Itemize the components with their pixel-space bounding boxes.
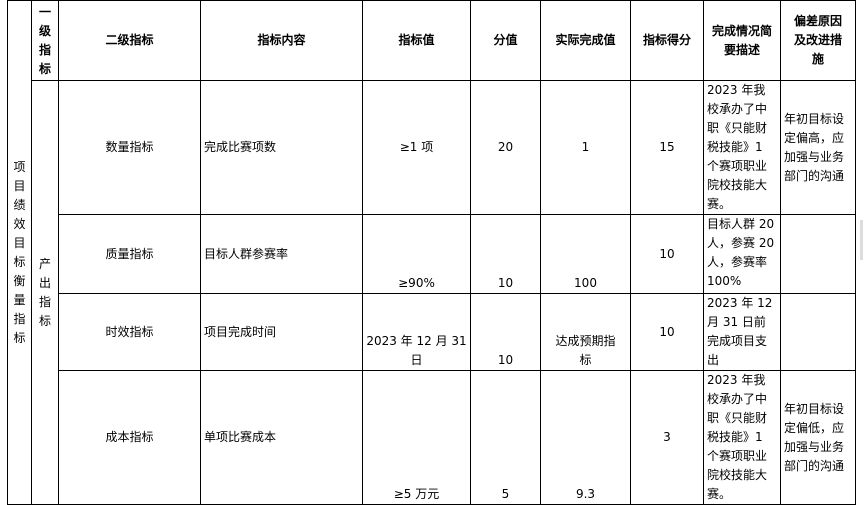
score-cell: 20 [470,80,541,215]
header-level2: 二级指标 [58,0,201,81]
actual-cell: 9.3 [540,370,631,505]
content-cell: 目标人群参赛率 [200,214,363,294]
level2-cell: 质量指标 [58,214,201,294]
summary-cell: 2023 年我校承办了中职《只能财税技能》1 个赛项职业院校技能大赛。 [703,80,781,215]
actual-cell: 100 [540,214,631,294]
target-cell: 2023 年 12 月 31 日 [362,293,471,371]
scrollbar[interactable] [860,220,863,260]
header-level1: 一级指标 [31,0,59,81]
level2-cell: 数量指标 [58,80,201,215]
table-row: 成本指标 单项比赛成本 ≥5 万元 5 9.3 3 2023 年我校承办了中职《… [8,370,856,505]
score-cell: 5 [470,370,541,505]
level2-cell: 时效指标 [58,293,201,371]
content-cell: 完成比赛项数 [200,80,363,215]
summary-cell: 2023 年 12 月 31 日前完成项目支出 [703,293,781,371]
header-actual: 实际完成值 [540,0,631,81]
points-cell: 10 [630,214,704,294]
points-cell: 3 [630,370,704,505]
deviation-cell [780,214,856,294]
header-content: 指标内容 [200,0,363,81]
content-cell: 项目完成时间 [200,293,363,371]
deviation-cell [780,293,856,371]
summary-cell: 目标人群 20 人，参赛 20 人，参赛率 100% [703,214,781,294]
table-row: 产出指标 数量指标 完成比赛项数 ≥1 项 20 1 15 2023 年我校承办… [8,80,856,505]
header-row: 项目绩效目标衡量指标 一级指标 二级指标 指标内容 指标值 分值 实际完成值 指… [7,0,856,505]
target-cell: ≥90% [362,214,471,294]
level1-cell: 产出指标 [31,80,59,505]
project-label: 项目绩效目标衡量指标 [13,159,26,345]
target-cell: ≥1 项 [362,80,471,215]
level1-label: 产出指标 [38,256,51,328]
table-row: 时效指标 项目完成时间 2023 年 12 月 31 日 10 达成预期指标 1… [8,293,856,371]
score-cell: 10 [470,214,541,294]
summary-cell: 2023 年我校承办了中职《只能财税技能》1 个赛项职业院校技能大赛。 [703,370,781,505]
header-score: 分值 [470,0,541,81]
project-cell: 项目绩效目标衡量指标 [7,0,32,505]
level2-cell: 成本指标 [58,370,201,505]
performance-table: 项目绩效目标衡量指标 一级指标 二级指标 指标内容 指标值 分值 实际完成值 指… [7,0,856,505]
points-cell: 10 [630,293,704,371]
points-cell: 15 [630,80,704,215]
target-cell: ≥5 万元 [362,370,471,505]
table-row: 质量指标 目标人群参赛率 ≥90% 10 100 10 目标人群 20 人，参赛… [8,214,856,294]
content-cell: 单项比赛成本 [200,370,363,505]
actual-cell: 1 [540,80,631,215]
header-summary: 完成情况简要描述 [703,0,781,81]
deviation-cell: 年初目标设定偏高，应加强与业务部门的沟通 [780,80,856,215]
header-deviation: 偏差原因及改进措施 [780,0,856,81]
header-points: 指标得分 [630,0,704,81]
deviation-cell: 年初目标设定偏低，应加强与业务部门的沟通 [780,370,856,505]
actual-cell: 达成预期指标 [540,293,631,371]
header-target: 指标值 [362,0,471,81]
score-cell: 10 [470,293,541,371]
